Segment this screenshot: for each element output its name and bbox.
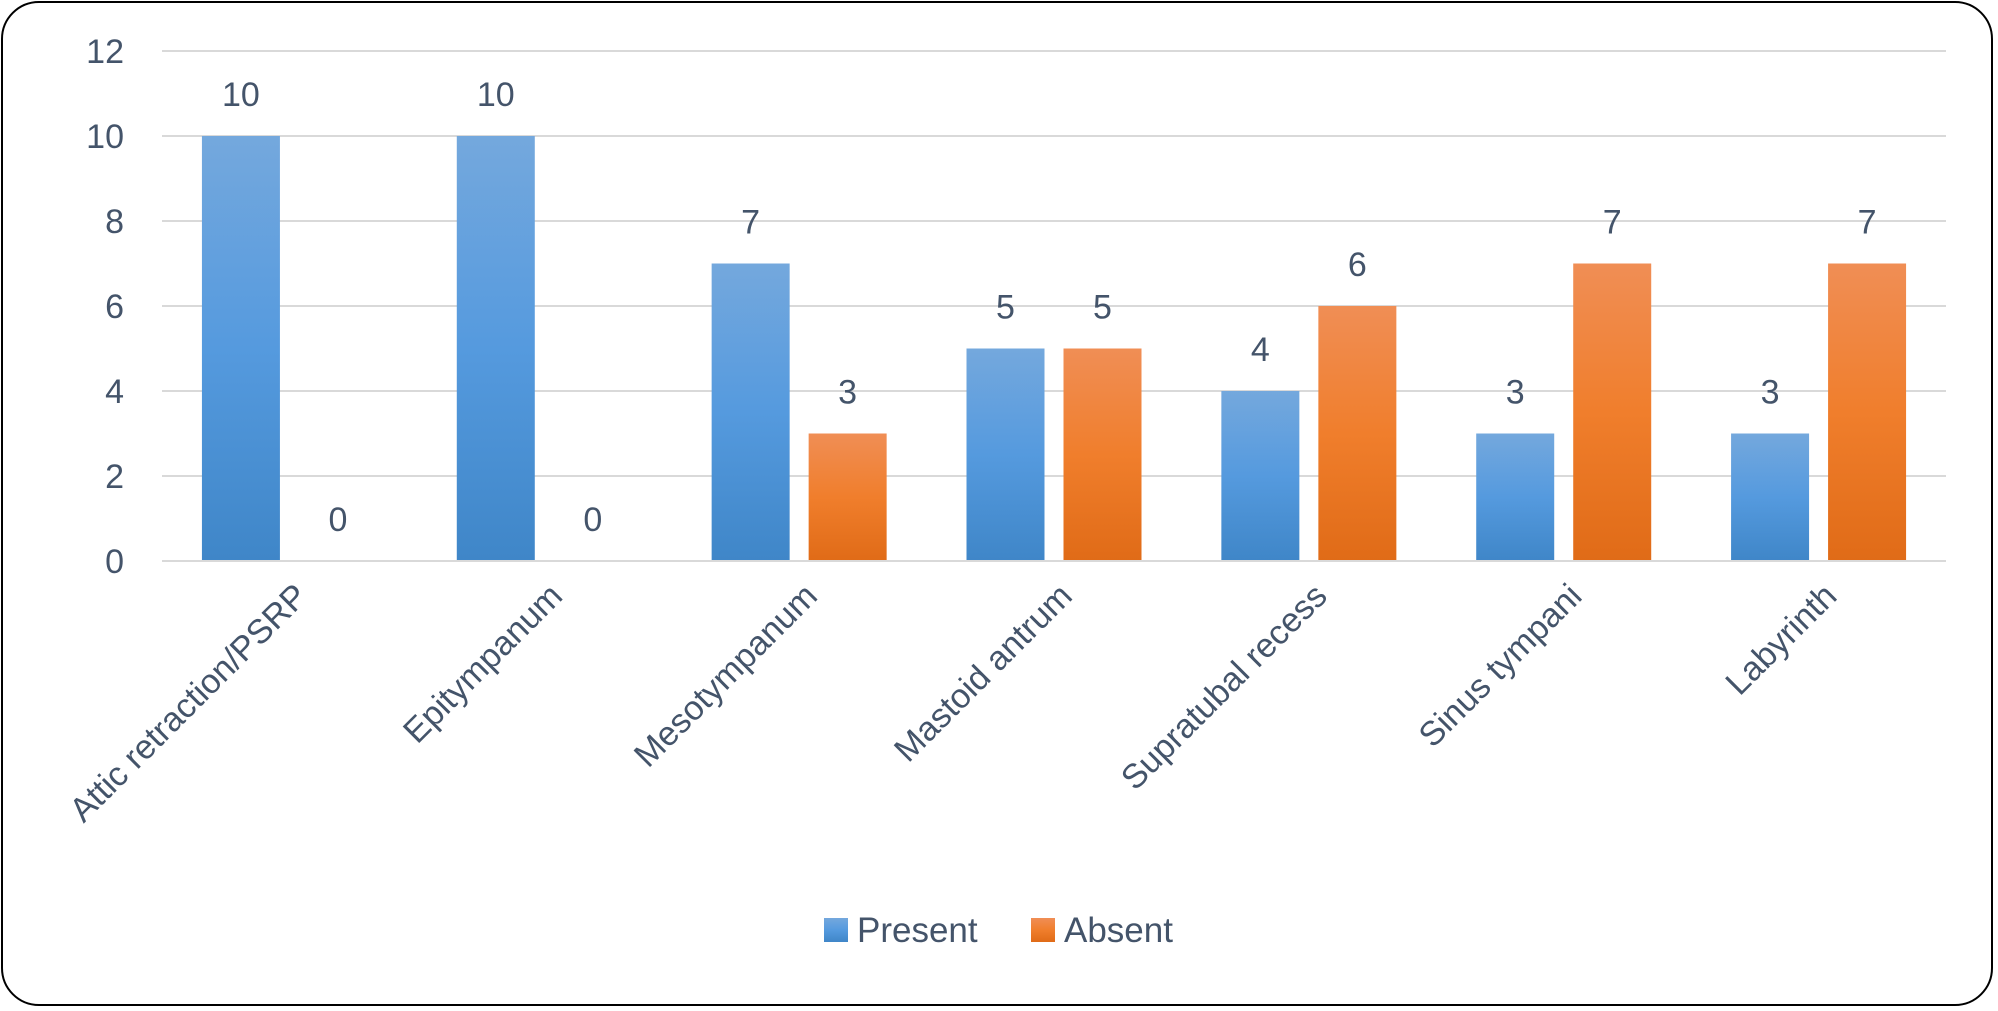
x-tick-label: Sinus tympani: [1412, 577, 1590, 755]
bar-absent-4: [1318, 306, 1397, 561]
data-label-absent-0: 0: [328, 501, 347, 539]
data-label-absent-5: 7: [1603, 204, 1622, 242]
y-tick-label: 0: [105, 543, 124, 581]
bar-present-6: [1731, 433, 1810, 561]
x-tick-label: Attic retraction/PSRP: [62, 577, 315, 830]
data-label-present-6: 3: [1761, 374, 1780, 412]
data-label-present-5: 3: [1506, 374, 1525, 412]
data-label-present-3: 5: [996, 289, 1015, 327]
bar-present-1: [456, 136, 535, 561]
legend-label-present: Present: [857, 911, 978, 950]
legend: Present Absent: [824, 911, 1173, 950]
x-axis: Attic retraction/PSRP Epitympanum Mesotymp…: [62, 560, 1946, 830]
x-tick-label: Mesotympanum: [627, 577, 825, 775]
legend-swatch-present: [824, 918, 848, 942]
data-label-absent-1: 0: [583, 501, 602, 539]
data-label-present-2: 7: [741, 204, 760, 242]
x-tick-label: Labyrinth: [1718, 577, 1844, 703]
bar-present-0: [201, 136, 280, 561]
data-label-present-4: 4: [1251, 331, 1270, 369]
data-label-absent-4: 6: [1348, 246, 1367, 284]
bars: [201, 136, 1907, 561]
x-tick-label: Mastoid antrum: [887, 577, 1080, 770]
data-label-present-1: 10: [477, 76, 515, 114]
x-tick-label: Supratubal recess: [1114, 577, 1335, 798]
y-tick-label: 6: [105, 288, 124, 326]
legend-swatch-absent: [1031, 918, 1055, 942]
bar-present-5: [1476, 433, 1555, 561]
y-tick-label: 4: [105, 373, 124, 411]
y-tick-label: 12: [86, 33, 124, 71]
data-labels: 10 0 10 0 7 3 5 5 4 6 3 7 3 7: [222, 76, 1877, 539]
data-label-absent-3: 5: [1093, 289, 1112, 327]
bar-absent-6: [1828, 263, 1907, 561]
y-tick-label: 2: [105, 458, 124, 496]
bar-present-4: [1221, 391, 1300, 561]
bar-present-3: [966, 348, 1045, 561]
bar-present-2: [711, 263, 790, 561]
legend-label-absent: Absent: [1064, 911, 1173, 950]
bar-absent-2: [808, 433, 887, 561]
bar-absent-3: [1063, 348, 1142, 561]
data-label-absent-2: 3: [838, 374, 857, 412]
y-tick-label: 8: [105, 203, 124, 241]
x-tick-label: Epitympanum: [396, 577, 570, 751]
bar-absent-5: [1573, 263, 1652, 561]
y-tick-label: 10: [86, 118, 124, 156]
data-label-present-0: 10: [222, 76, 260, 114]
data-label-absent-6: 7: [1858, 204, 1877, 242]
gridlines: [162, 50, 1946, 562]
y-axis: 0 2 4 6 8 10 12: [86, 33, 124, 581]
